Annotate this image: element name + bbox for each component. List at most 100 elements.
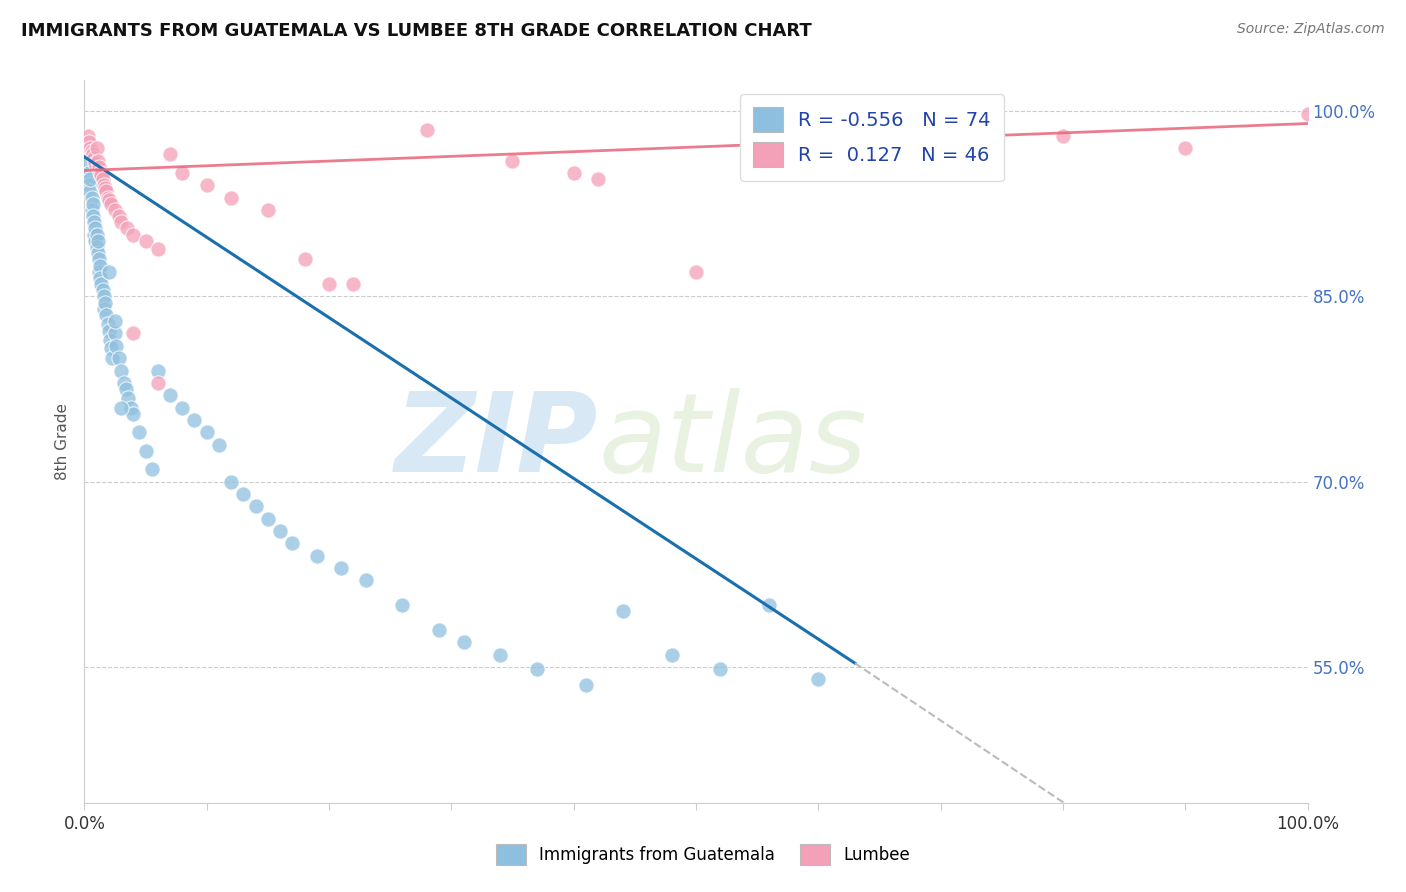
Point — [1174, 141, 1197, 155]
Point — [122, 227, 145, 242]
Point — [91, 178, 114, 193]
Point — [89, 271, 111, 285]
Point — [269, 524, 291, 538]
Point — [141, 462, 163, 476]
Point — [526, 662, 548, 676]
Point — [146, 376, 169, 390]
Text: Source: ZipAtlas.com: Source: ZipAtlas.com — [1237, 22, 1385, 37]
Point — [83, 227, 105, 242]
Point — [128, 425, 150, 440]
Point — [135, 443, 157, 458]
Point — [80, 191, 103, 205]
Text: ZIP: ZIP — [395, 388, 598, 495]
Point — [112, 376, 135, 390]
Point — [115, 382, 138, 396]
Point — [330, 561, 353, 575]
Point — [354, 574, 377, 588]
Point — [87, 234, 110, 248]
Point — [453, 635, 475, 649]
Point — [96, 308, 118, 322]
Point — [79, 141, 101, 155]
Point — [84, 156, 107, 170]
Point — [82, 209, 104, 223]
Point — [83, 215, 105, 229]
Point — [257, 512, 280, 526]
Point — [208, 437, 231, 451]
Point — [82, 196, 104, 211]
Point — [96, 185, 118, 199]
Point — [104, 326, 127, 341]
Point — [77, 178, 100, 193]
Point — [104, 314, 127, 328]
Point — [807, 673, 830, 687]
Point — [94, 295, 117, 310]
Point — [758, 598, 780, 612]
Point — [172, 166, 194, 180]
Point — [84, 234, 107, 248]
Point — [93, 301, 115, 316]
Point — [77, 166, 100, 180]
Point — [93, 289, 115, 303]
Point — [257, 202, 280, 217]
Point — [107, 209, 129, 223]
Point — [82, 147, 104, 161]
Point — [84, 221, 107, 235]
Point — [661, 648, 683, 662]
Point — [79, 172, 101, 186]
Point — [807, 135, 830, 149]
Point — [219, 475, 242, 489]
Point — [172, 401, 194, 415]
Point — [159, 147, 181, 161]
Point — [489, 648, 512, 662]
Point — [929, 153, 952, 168]
Point — [115, 221, 138, 235]
Point — [562, 166, 585, 180]
Point — [416, 122, 439, 136]
Point — [77, 153, 100, 168]
Point — [281, 536, 304, 550]
Point — [1296, 106, 1319, 120]
Text: atlas: atlas — [598, 388, 866, 495]
Point — [90, 277, 112, 291]
Point — [77, 128, 100, 143]
Point — [122, 407, 145, 421]
Point — [91, 283, 114, 297]
Point — [612, 604, 634, 618]
Point — [94, 180, 117, 194]
Point — [159, 388, 181, 402]
Text: IMMIGRANTS FROM GUATEMALA VS LUMBEE 8TH GRADE CORRELATION CHART: IMMIGRANTS FROM GUATEMALA VS LUMBEE 8TH … — [21, 22, 811, 40]
Point — [685, 265, 707, 279]
Point — [294, 252, 316, 267]
Point — [110, 363, 132, 377]
Point — [146, 243, 169, 257]
Y-axis label: 8th Grade: 8th Grade — [55, 403, 70, 480]
Point — [97, 324, 120, 338]
Point — [709, 662, 731, 676]
Point — [110, 215, 132, 229]
Point — [318, 277, 340, 291]
Point — [83, 151, 105, 165]
Point — [183, 413, 205, 427]
Point — [86, 227, 108, 242]
Point — [107, 351, 129, 366]
Point — [87, 160, 110, 174]
Point — [245, 500, 267, 514]
Point — [305, 549, 328, 563]
Point — [91, 172, 114, 186]
Point — [98, 333, 121, 347]
Point — [87, 252, 110, 267]
Point — [86, 240, 108, 254]
Point — [97, 191, 120, 205]
Point — [195, 425, 218, 440]
Point — [502, 153, 524, 168]
Point — [232, 487, 254, 501]
Point — [1052, 128, 1074, 143]
Point — [87, 246, 110, 260]
Legend: R = -0.556   N = 74, R =  0.127   N = 46: R = -0.556 N = 74, R = 0.127 N = 46 — [740, 94, 1004, 180]
Point — [80, 202, 103, 217]
Point — [101, 351, 124, 366]
Point — [97, 265, 120, 279]
Point — [77, 135, 100, 149]
Point — [79, 185, 101, 199]
Point — [342, 277, 364, 291]
